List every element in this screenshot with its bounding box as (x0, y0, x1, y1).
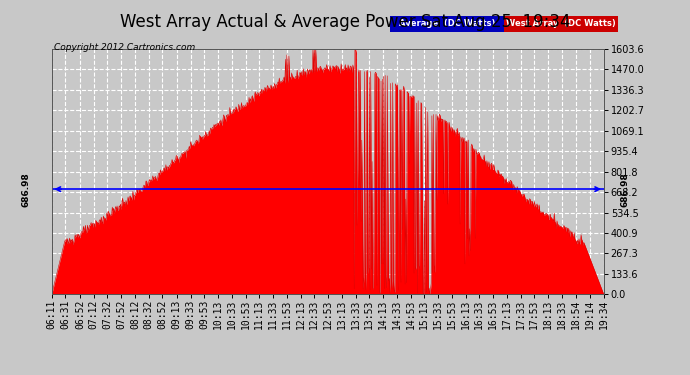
Text: Copyright 2012 Cartronics.com: Copyright 2012 Cartronics.com (54, 43, 195, 52)
Text: 686.98: 686.98 (21, 172, 31, 207)
Text: West Array  (DC Watts): West Array (DC Watts) (506, 20, 615, 28)
Text: 686.98: 686.98 (621, 172, 630, 207)
Text: Average  (DC Watts): Average (DC Watts) (399, 20, 495, 28)
Text: West Array Actual & Average Power Sat Aug 25  19:34: West Array Actual & Average Power Sat Au… (120, 13, 570, 31)
